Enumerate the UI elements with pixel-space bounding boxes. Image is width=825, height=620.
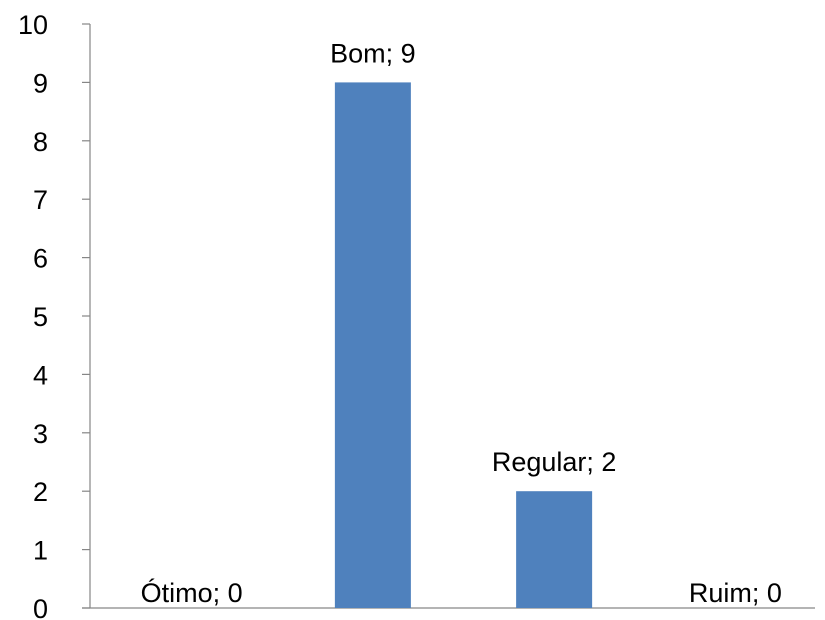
- y-tick-label: 1: [33, 536, 48, 566]
- data-label: Bom; 9: [330, 38, 416, 68]
- bar-regular: [516, 491, 593, 608]
- y-tick-label: 5: [33, 302, 48, 332]
- y-tick-label: 2: [33, 477, 48, 507]
- data-label: Ótimo; 0: [141, 577, 243, 608]
- y-tick-label: 0: [33, 594, 48, 620]
- y-tick-label: 6: [33, 244, 48, 274]
- bar-bom: [334, 82, 411, 608]
- y-tick-label: 7: [33, 185, 48, 215]
- data-label: Regular; 2: [492, 447, 617, 477]
- y-tick-label: 3: [33, 419, 48, 449]
- y-tick-label: 4: [33, 360, 48, 390]
- bars: [334, 82, 593, 608]
- y-tick-label: 8: [33, 127, 48, 157]
- y-tick-label: 9: [33, 68, 48, 98]
- y-axis: 0 1 2 3 4 5 6 7 8 9 10: [18, 10, 815, 620]
- data-label: Ruim; 0: [689, 578, 782, 608]
- data-labels: Ótimo; 0 Bom; 9 Regular; 2 Ruim; 0: [141, 38, 782, 608]
- y-tick-label: 10: [18, 10, 48, 40]
